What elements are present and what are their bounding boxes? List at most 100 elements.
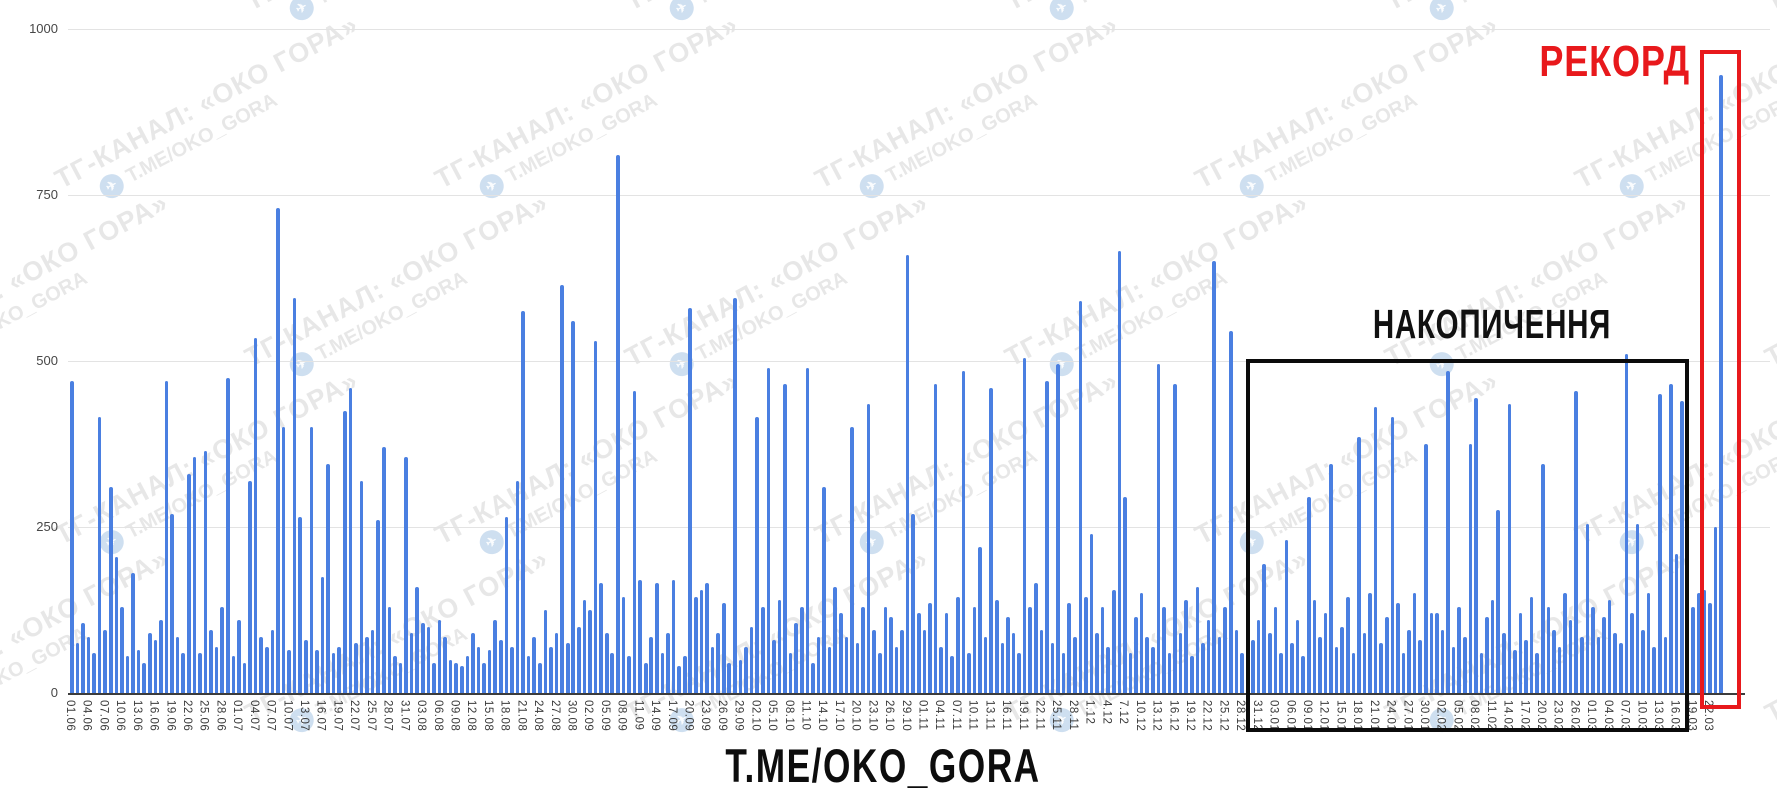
y-axis-tick: 750 [36,187,58,202]
bar [610,653,615,693]
bar [1290,643,1294,693]
bar [499,639,503,693]
x-axis-tick: 10.06 [114,700,127,732]
x-axis-tick: 07.11 [949,700,962,731]
x-axis-tick: 23.10 [866,700,879,732]
bar [214,646,219,693]
x-axis-tick: 18.01 [1351,700,1364,732]
bar [465,656,470,693]
bar [827,646,832,693]
x-axis-tick: 02.02 [1434,700,1447,732]
x-axis-tick: 11.10 [799,700,812,731]
x-axis-tick: 06.01 [1284,700,1297,732]
bar [97,417,102,693]
bar [448,659,453,693]
bar [415,586,420,693]
bar [1535,653,1540,693]
bar [326,463,330,693]
bar [532,636,537,693]
bar [1240,653,1244,693]
bar [1228,331,1233,693]
bar [627,656,631,693]
bar [1412,593,1417,693]
bar [114,556,119,693]
x-axis-tick: 23.02 [1551,700,1564,732]
bar [994,600,999,693]
bar [632,390,637,693]
bar [136,649,141,693]
bar [148,633,152,693]
bar [1206,619,1211,693]
bar [538,663,542,693]
bar [370,629,375,693]
bar [1557,646,1562,693]
bar [1379,643,1383,693]
footer-channel-link: T.ME/OKO_GORA [725,739,1041,792]
x-axis-tick: 01.07 [231,700,244,732]
x-axis-tick: 08.02 [1468,700,1481,732]
y-axis-tick: 0 [50,685,58,700]
bar [203,450,208,693]
bar [443,636,447,693]
bar [315,649,319,693]
bar [582,600,587,693]
bar [1340,626,1344,693]
x-axis-tick: 07.03 [1618,700,1631,732]
bar [1217,636,1222,693]
bar [1078,301,1083,693]
bar [649,636,654,693]
bar [1552,629,1556,693]
bar [772,639,776,693]
bar [1201,643,1205,693]
bar [1178,633,1183,693]
bar [872,629,876,693]
bar [1134,616,1138,693]
bar [844,636,849,693]
bar [1596,636,1601,693]
bar [1312,600,1317,693]
x-axis-tick: 02.10 [749,700,762,732]
bar [666,633,670,693]
bar [1646,593,1651,693]
x-axis-tick: 08.09 [615,700,628,732]
x-axis-tick: 15.08 [481,700,494,732]
bar [710,646,715,693]
x-axis-tick: 03.08 [415,700,428,732]
bar [1262,563,1266,693]
bar [248,480,252,693]
bar [187,473,191,693]
bar [493,619,498,693]
bar [192,457,197,693]
bar [1061,653,1066,693]
bar [1641,629,1645,693]
bar [877,653,882,693]
bar [1513,649,1517,693]
bar [1613,633,1618,693]
bar [571,321,576,693]
bar [1357,437,1361,693]
bar [125,656,130,693]
bar [905,254,910,693]
bar [1173,384,1177,693]
bar [822,487,826,693]
x-axis-tick: 02.09 [582,700,595,732]
bar [1195,586,1200,693]
x-axis-tick: 04.07 [247,700,260,732]
bar [259,636,264,693]
bar [1028,606,1032,693]
bar [1529,596,1534,693]
bar [727,663,732,693]
bar [922,629,927,693]
bar [1702,590,1707,693]
x-axis-tick: 13.06 [130,700,143,732]
bar [833,586,837,693]
bar [955,596,960,693]
bar [298,517,303,693]
x-axis-tick: 26.02 [1568,700,1581,732]
bar [794,623,798,693]
x-axis-tick: 01.06 [64,700,76,732]
x-axis-tick: 16.11 [1000,700,1013,731]
bar [460,666,464,693]
x-axis-tick: 1.12 [1083,700,1096,725]
bar [376,520,381,693]
